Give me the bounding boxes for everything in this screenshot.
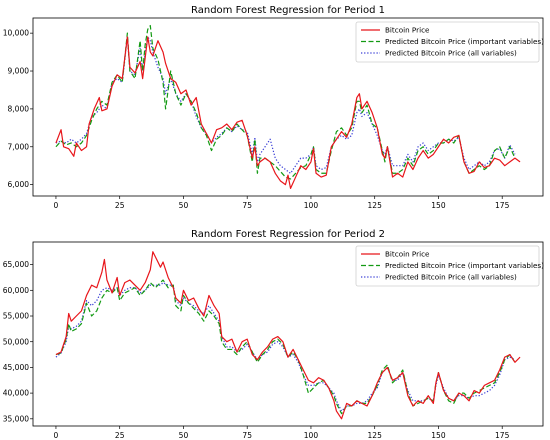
x-tick-label: 25 xyxy=(115,431,125,440)
y-tick-label: 9,000 xyxy=(8,67,30,76)
x-tick-label: 150 xyxy=(431,201,446,210)
y-tick-label: 60,000 xyxy=(3,286,29,295)
x-tick-label: 50 xyxy=(179,201,189,210)
chart-panel-1: Random Forest Regression for Period 1 0 25… xyxy=(3,5,544,210)
legend-box xyxy=(355,245,540,287)
chart-title: Random Forest Regression for Period 2 xyxy=(191,229,385,240)
y-tick-label: 8,000 xyxy=(8,104,30,113)
x-tick-label: 0 xyxy=(54,431,59,440)
y-tick-label: 40,000 xyxy=(3,389,29,398)
legend: Bitcoin Price Predicted Bitcoin Price (im… xyxy=(355,21,544,63)
y-tick-label: 6,000 xyxy=(8,180,30,189)
x-tick-label: 100 xyxy=(304,201,319,210)
x-tick-label: 175 xyxy=(495,201,510,210)
legend-label: Predicted Bitcoin Price (important varia… xyxy=(385,261,544,270)
legend-label: Bitcoin Price xyxy=(385,250,430,259)
y-tick-label: 7,000 xyxy=(8,142,30,151)
x-tick-label: 125 xyxy=(368,201,383,210)
y-tick-label: 55,000 xyxy=(3,312,29,321)
x-tick-label: 25 xyxy=(115,201,125,210)
legend-label: Bitcoin Price xyxy=(385,26,430,35)
x-tick-label: 75 xyxy=(242,431,252,440)
x-tick-label: 175 xyxy=(495,431,510,440)
legend-label: Predicted Bitcoin Price (all variables) xyxy=(385,49,517,58)
y-tick-label: 10,000 xyxy=(3,29,29,38)
series-line-2 xyxy=(55,24,516,180)
y-tick-label: 50,000 xyxy=(3,337,29,346)
x-tick-label: 150 xyxy=(431,431,446,440)
legend-label: Predicted Bitcoin Price (important varia… xyxy=(385,37,544,46)
y-tick-label: 35,000 xyxy=(3,414,29,423)
legend: Bitcoin Price Predicted Bitcoin Price (im… xyxy=(355,245,544,287)
x-tick-label: 125 xyxy=(368,431,383,440)
x-tick-label: 100 xyxy=(304,431,319,440)
legend-box xyxy=(355,21,540,63)
x-tick-label: 50 xyxy=(179,431,189,440)
x-tick-label: 75 xyxy=(242,201,252,210)
series-line-1 xyxy=(55,251,521,420)
chart-title: Random Forest Regression for Period 1 xyxy=(191,5,385,16)
y-tick-label: 65,000 xyxy=(3,260,29,269)
legend-label: Predicted Bitcoin Price (all variables) xyxy=(385,273,517,282)
series-line-1 xyxy=(55,36,521,190)
y-tick-label: 45,000 xyxy=(3,363,29,372)
chart-panel-2: Random Forest Regression for Period 2 0 25… xyxy=(3,229,544,440)
x-tick-label: 0 xyxy=(54,201,59,210)
